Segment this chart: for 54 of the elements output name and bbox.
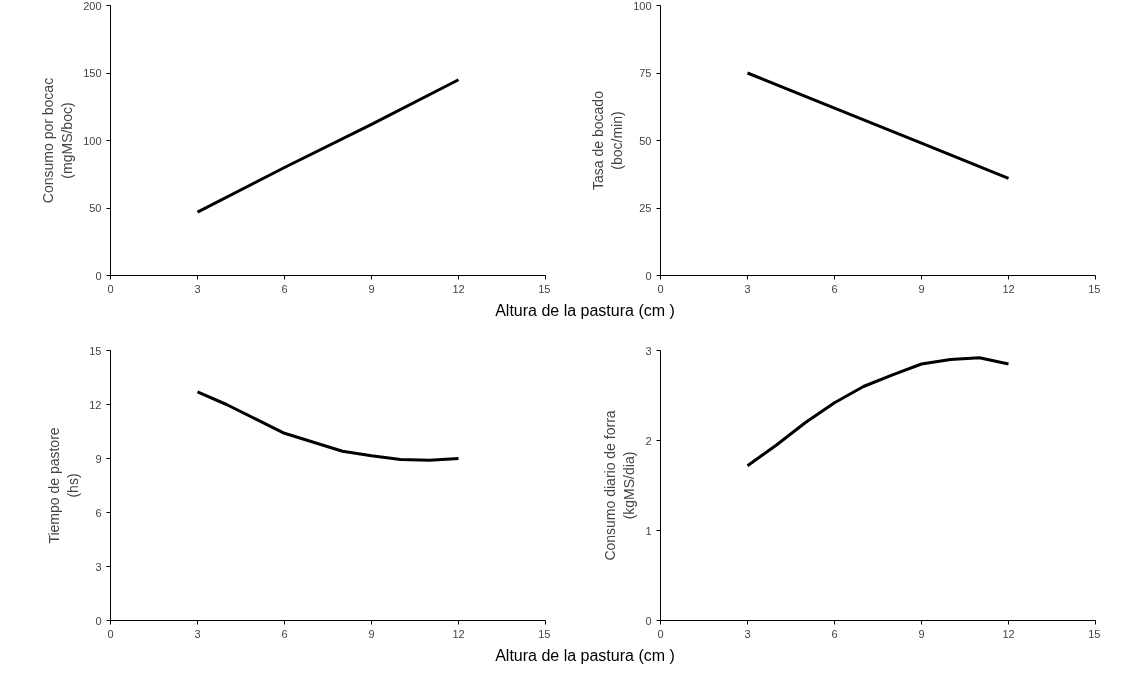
line-series [746, 356, 1010, 468]
y-tick-label: 2 [645, 434, 652, 447]
y-tick-label: 75 [639, 67, 652, 79]
x-axis-title: Altura de la pastura (cm ) [495, 301, 675, 321]
x-tick-label: 3 [744, 282, 751, 295]
x-tick-label: 12 [1002, 282, 1015, 295]
x-tick-label: 12 [452, 627, 465, 640]
y-axis-title: Consumo por bocac (mgMS/boc) [39, 77, 76, 204]
x-tick-label: 6 [831, 627, 838, 640]
y-axis-title: Consumo diario de forra (kgMS/dia) [602, 410, 638, 561]
x-tick-label: 15 [1088, 627, 1101, 640]
y-tick-label: 200 [83, 0, 102, 12]
x-tick-label: 0 [107, 627, 114, 640]
line-series [196, 390, 460, 462]
line-series [746, 71, 1010, 180]
y-axis-title: Tiempo de pastore (hs) [46, 427, 82, 544]
y-tick-label: 50 [639, 134, 652, 147]
x-tick-label: 9 [918, 282, 925, 295]
y-tick-label: 100 [633, 0, 652, 12]
y-axis-title: Tasa de bocado (boc/min) [589, 90, 626, 190]
y-tick-label: 3 [95, 560, 102, 573]
y-tick-label: 150 [83, 67, 102, 79]
x-tick-label: 6 [281, 627, 288, 640]
x-tick-label: 15 [538, 282, 551, 295]
x-tick-label: 9 [918, 627, 925, 640]
line-series [196, 78, 460, 214]
x-tick-label: 9 [368, 282, 375, 295]
x-axis-title: Altura de la pastura (cm ) [495, 646, 675, 666]
y-tick-label: 50 [89, 202, 102, 214]
y-tick-label: 9 [95, 452, 102, 465]
y-tick-label: 6 [95, 506, 102, 519]
y-tick-label: 25 [639, 202, 652, 214]
x-tick-label: 12 [452, 282, 465, 295]
y-tick-label: 0 [95, 269, 102, 282]
y-tick-label: 100 [83, 134, 102, 147]
y-tick-label: 0 [95, 614, 102, 627]
x-tick-label: 6 [281, 282, 288, 295]
x-tick-label: 0 [657, 282, 664, 295]
x-tick-label: 0 [107, 282, 114, 295]
x-tick-label: 6 [831, 282, 838, 295]
x-tick-label: 3 [744, 627, 751, 640]
y-tick-label: 12 [89, 398, 102, 411]
x-tick-label: 0 [657, 627, 664, 640]
x-tick-label: 15 [538, 627, 551, 640]
x-tick-label: 15 [1088, 282, 1101, 295]
y-tick-label: 1 [645, 524, 652, 537]
x-tick-label: 3 [194, 282, 201, 295]
x-tick-label: 9 [368, 627, 375, 640]
y-tick-label: 15 [89, 344, 102, 357]
x-tick-label: 3 [194, 627, 201, 640]
y-tick-label: 0 [645, 614, 652, 627]
x-tick-label: 12 [1002, 627, 1015, 640]
y-tick-label: 3 [645, 344, 652, 357]
y-tick-label: 0 [645, 269, 652, 282]
